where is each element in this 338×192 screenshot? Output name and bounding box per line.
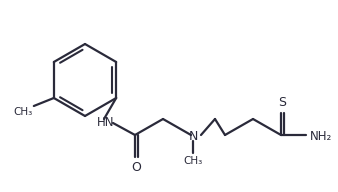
Text: N: N	[188, 129, 198, 142]
Text: O: O	[131, 161, 141, 174]
Text: S: S	[278, 96, 286, 109]
Text: CH₃: CH₃	[14, 107, 33, 117]
Text: HN: HN	[97, 116, 115, 128]
Text: CH₃: CH₃	[184, 156, 202, 166]
Text: NH₂: NH₂	[310, 129, 332, 142]
